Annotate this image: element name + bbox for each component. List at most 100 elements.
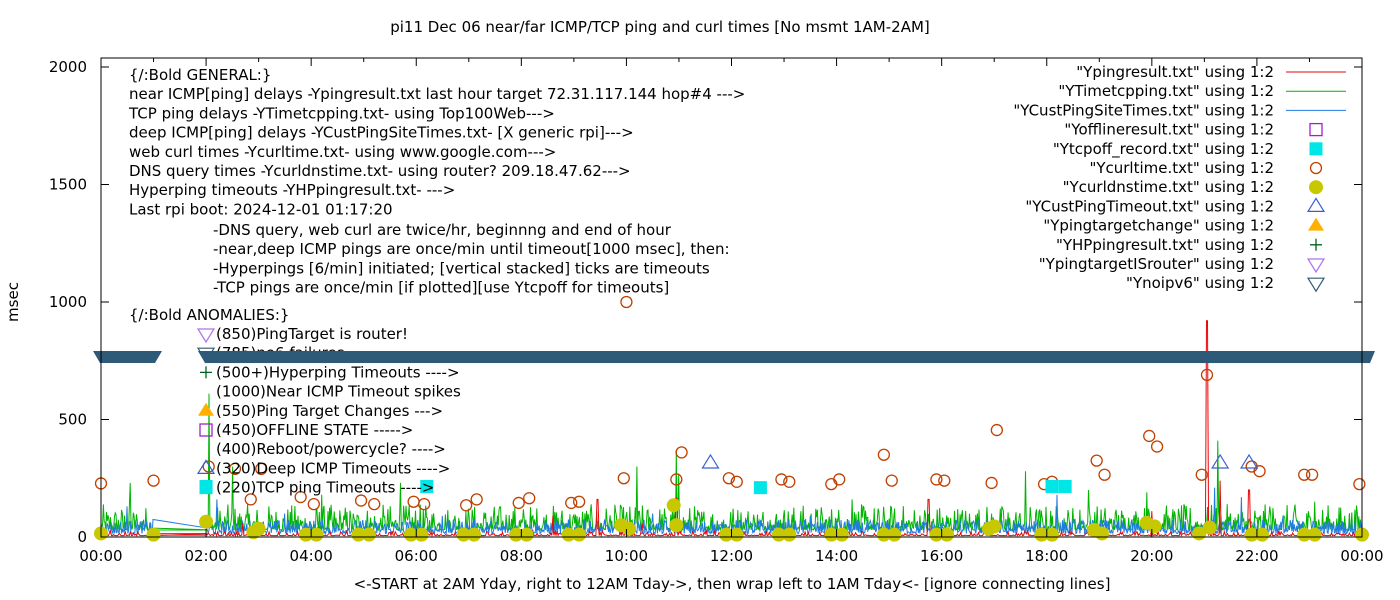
annotation-general-line: deep ICMP[ping] delays -YCustPingSiteTim… xyxy=(129,124,634,142)
annotation-general-line: DNS query times -Ycurldnstime.txt- using… xyxy=(129,162,631,180)
anomaly-marker xyxy=(199,423,213,437)
annotations: {/:Bold GENERAL:}near ICMP[ping] delays … xyxy=(128,66,1370,497)
data-point-ycurldnstime-txt xyxy=(456,527,471,542)
x-axis-label: <-START at 2AM Yday, right to 12AM Tday-… xyxy=(354,575,1111,593)
data-point-ycurldnstime-txt xyxy=(298,527,313,542)
x-tick-label: 04:00 xyxy=(290,547,333,565)
y-axis-label: msec xyxy=(4,282,22,322)
data-point-ycurldnstime-txt xyxy=(351,527,366,542)
data-point-ycurltime-txt xyxy=(1200,368,1214,382)
data-point-ycurltime-txt xyxy=(1098,468,1111,481)
data-point-ycurldnstime-txt xyxy=(1202,520,1217,535)
data-point-ycustpingtimeout-txt xyxy=(1239,453,1259,469)
data-point-ycustpingtimeout-txt xyxy=(1211,453,1230,469)
data-point-ycurltime-txt xyxy=(1090,454,1103,467)
data-point-ycurltime-txt xyxy=(202,460,215,473)
data-point-ycurltime-txt xyxy=(460,499,473,512)
data-point-ycurldnstime-txt xyxy=(622,521,637,536)
data-point-ycurltime-txt xyxy=(1253,465,1266,478)
data-point-ycurltime-txt xyxy=(938,474,951,487)
annotation-general-line: web curl times -Ycurltime.txt- using www… xyxy=(129,143,556,161)
x-tick-label: 14:00 xyxy=(815,547,858,565)
data-point-ycurltime-txt xyxy=(877,448,891,461)
data-point-ycurldnstime-txt xyxy=(824,527,839,542)
legend-key xyxy=(1306,277,1326,293)
data-point-ycurltime-txt xyxy=(470,493,483,506)
data-point-ycurltime-txt xyxy=(1298,468,1311,481)
legend-key xyxy=(1308,217,1324,231)
legend-label: "Ypingtargetchange" using 1:2 xyxy=(1043,217,1274,235)
x-tick-label: 20:00 xyxy=(1130,547,1173,565)
legend-label: "YCustPingSiteTimes.txt" using 1:2 xyxy=(1013,101,1274,119)
legend-label: "Ycurldnstime.txt" using 1:2 xyxy=(1063,178,1274,196)
data-point-ycurltime-txt xyxy=(990,423,1003,437)
legend-label: "YTimetcpping.txt" using 1:2 xyxy=(1058,82,1274,100)
data-point-ycurldnstime-txt xyxy=(199,514,214,529)
x-tick-label: 22:00 xyxy=(1235,547,1278,565)
legend-key xyxy=(1309,161,1323,175)
data-point-ycurltime-txt xyxy=(244,493,257,506)
data-point-ycurldnstime-txt xyxy=(519,527,534,542)
data-point-ycurldnstime-txt xyxy=(561,527,576,542)
data-point-ycurltime-txt xyxy=(930,473,943,486)
annotation-anomalies-title: {/:Bold ANOMALIES:} xyxy=(129,306,289,324)
anomaly-label: (400)Reboot/powercycle? ----> xyxy=(216,440,446,458)
anomaly-marker xyxy=(196,459,216,474)
data-point-ycurltime-txt xyxy=(885,474,898,487)
data-point-ycurltime-txt xyxy=(833,473,846,486)
annotation-note-line: -near,deep ICMP pings are once/min until… xyxy=(213,240,730,258)
data-point-ycurltime-txt xyxy=(1143,429,1156,443)
data-point-ycurltime-txt xyxy=(407,495,420,508)
data-point-ycurldnstime-txt xyxy=(572,527,587,542)
data-point-ycurldnstime-txt xyxy=(887,527,902,542)
data-point-ycustpingtimeout-txt xyxy=(701,453,720,469)
anomaly-label: (320)Deep ICMP Timeouts ----> xyxy=(216,459,450,477)
data-point-ycurltime-txt xyxy=(417,497,431,511)
data-point-ycurltime-txt xyxy=(565,496,578,510)
data-point-ycurldnstime-txt xyxy=(729,527,744,542)
anomaly-label: (850)PingTarget is router! xyxy=(216,325,408,343)
data-point-ycurldnstime-txt xyxy=(876,527,891,542)
data-point-ytcpoff_record-txt xyxy=(420,479,434,493)
data-point-ycurltime-txt xyxy=(572,495,586,508)
chart-title: pi11 Dec 06 near/far ICMP/TCP ping and c… xyxy=(390,18,930,36)
data-point-ycurltime-txt xyxy=(617,472,630,485)
legend-label: "YpingtargetISrouter" using 1:2 xyxy=(1039,255,1274,273)
data-point-ycurltime-txt xyxy=(1353,477,1366,491)
annotation-general-line: Last rpi boot: 2024-12-01 01:17:20 xyxy=(129,200,393,218)
x-tick-label: 00:00 xyxy=(79,547,122,565)
anomaly-marker xyxy=(196,328,216,344)
data-point-ycurltime-txt xyxy=(1195,468,1208,481)
data-point-ycurltime-txt xyxy=(775,473,788,486)
legend-label: "Ynoipv6" using 1:2 xyxy=(1126,274,1274,292)
data-point-ycurldnstime-txt xyxy=(509,527,524,542)
annotation-general-line: TCP ping delays -YTimetcpping.txt- using… xyxy=(128,104,555,122)
data-point-ycurltime-txt xyxy=(620,295,633,309)
data-point-ycurldnstime-txt xyxy=(834,527,849,542)
y-tick-label: 0 xyxy=(77,528,87,546)
legend-label: "Ycurltime.txt" using 1:2 xyxy=(1089,159,1274,177)
data-point-ycurltime-txt xyxy=(354,494,368,507)
data-point-ycurldnstime-txt xyxy=(1307,527,1322,542)
legend-key xyxy=(1309,180,1323,195)
ynoipv6-marker-cluster-overlay xyxy=(205,351,1370,364)
data-point-ycurldnstime-txt xyxy=(719,527,734,542)
legend-label: "Ytcpoff_record.txt" using 1:2 xyxy=(1053,140,1274,159)
data-point-ycurldnstime-txt xyxy=(1034,527,1049,542)
data-point-ycurltime-txt xyxy=(730,475,743,488)
ynoipv6-marker-cluster xyxy=(93,351,162,364)
data-point-ycurltime-txt xyxy=(228,462,242,476)
annotation-general-line: Hyperping timeouts -YHPpingresult.txt- -… xyxy=(129,181,455,199)
x-tick-label: 06:00 xyxy=(395,547,438,565)
legend-label: "Yofflineresult.txt" using 1:2 xyxy=(1064,121,1274,139)
anomaly-marker xyxy=(198,402,214,416)
data-point-ycurldnstime-txt xyxy=(669,518,684,533)
x-tick-label: 10:00 xyxy=(605,547,648,565)
data-point-ycurldnstime-txt xyxy=(1244,527,1259,542)
legend-label: "YCustPingTimeout.txt" using 1:2 xyxy=(1025,197,1274,215)
data-point-ycurldnstime-txt xyxy=(1147,519,1162,534)
series-markers xyxy=(94,295,1369,542)
annotation-note-line: -TCP pings are once/min [if plotted][use… xyxy=(213,279,669,297)
axes: 0 500 1000 1500 2000 00:00 02:00 04:00 06:00 08:0… xyxy=(49,57,1384,565)
